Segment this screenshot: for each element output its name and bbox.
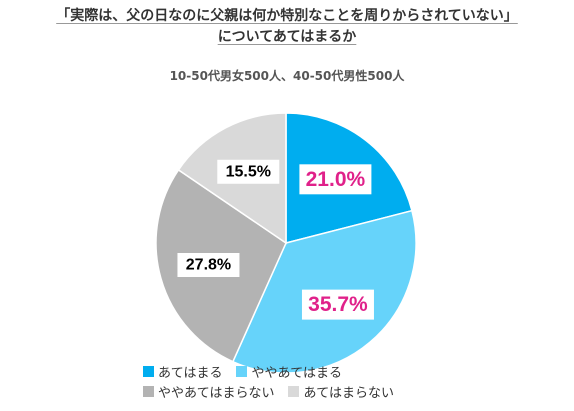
chart-title-line-1: 「実際は、父の日なのに父親は何か特別なことを周りからされていない」 bbox=[56, 8, 518, 24]
pie-label-box-1 bbox=[301, 289, 374, 320]
pie-label-1: 35.7% bbox=[308, 293, 368, 316]
legend-label-yaya-atehamaranai: ややあてはまらない bbox=[158, 385, 275, 401]
pie-label-0: 21.0% bbox=[306, 168, 366, 191]
chart-subtitle: 10-50代男女500人、40-50代男性500人 bbox=[169, 69, 405, 83]
chart-title: 「実際は、父の日なのに父親は何か特別なことを周りからされていない」 についてあて… bbox=[0, 6, 574, 48]
legend-item-yaya-atehamaranai: ややあてはまらない bbox=[143, 382, 274, 401]
legend-label-yaya-atehamaru: ややあてはまる bbox=[251, 365, 342, 381]
chart-legend: あてはまる ややあてはまる ややあてはまらない あてはまらない bbox=[143, 361, 503, 401]
legend-row-1: あてはまる ややあてはまる bbox=[143, 361, 503, 381]
legend-swatch-atehamaranai bbox=[288, 385, 300, 397]
legend-swatch-yaya-atehamaranai bbox=[143, 385, 154, 397]
pie-label-box-3 bbox=[217, 159, 280, 184]
legend-swatch-atehamaru bbox=[143, 365, 154, 377]
pie-label-box-0 bbox=[299, 164, 372, 195]
pie-label-box-2 bbox=[177, 252, 240, 277]
pie-label-3: 15.5% bbox=[226, 163, 271, 180]
legend-item-yaya-atehamaru: ややあてはまる bbox=[236, 362, 342, 381]
legend-item-atehamaranai: あてはまらない bbox=[288, 382, 394, 401]
pie-label-2: 27.8% bbox=[186, 256, 231, 273]
legend-swatch-yaya-atehamaru bbox=[236, 365, 248, 377]
legend-label-atehamaranai: あてはまらない bbox=[303, 385, 394, 401]
chart-title-line-2: についてあてはまるか bbox=[217, 29, 357, 45]
legend-label-atehamaru: あてはまる bbox=[158, 365, 223, 381]
legend-item-atehamaru: あてはまる bbox=[143, 362, 222, 381]
legend-row-2: ややあてはまらない あてはまらない bbox=[143, 381, 503, 401]
